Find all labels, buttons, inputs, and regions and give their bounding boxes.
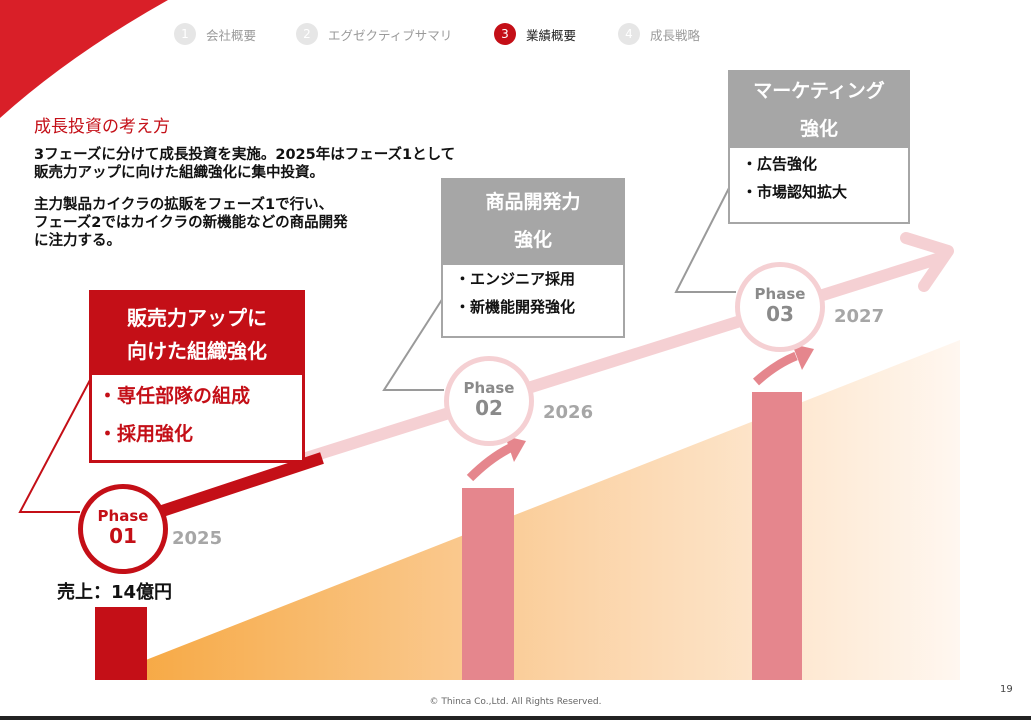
phase2-callout-header: 商品開発力 強化 bbox=[443, 180, 623, 265]
nav-step-label: 成長戦略 bbox=[650, 27, 701, 43]
phase1-circle-number: 01 bbox=[109, 524, 137, 548]
phase2-heading-line1: 商品開発力 bbox=[485, 191, 581, 213]
nav-step-2[interactable]: 2 エグゼクティブサマリ bbox=[296, 22, 452, 46]
summary-line-2: 販売力アップに向けた組織強化に集中投資。 bbox=[34, 165, 324, 181]
phase1-circle-label: Phase bbox=[97, 507, 149, 525]
phase1-item: ・専任部隊の組成 bbox=[98, 385, 251, 407]
phase1-heading-line2: 向けた組織強化 bbox=[127, 339, 267, 363]
phase3-callout-header: マーケティング 強化 bbox=[730, 72, 908, 148]
nav-step-label: 会社概要 bbox=[206, 27, 257, 43]
phase2-item: ・新機能開発強化 bbox=[455, 298, 576, 316]
bar-phase2 bbox=[462, 488, 514, 680]
summary-line-3: 主力製品カイクラの拡販をフェーズ1で行い、 bbox=[34, 197, 334, 213]
phase2-year: 2026 bbox=[543, 402, 594, 423]
page-number: 19 bbox=[1000, 684, 1013, 695]
phase3-item: ・広告強化 bbox=[742, 155, 818, 173]
bar-phase1 bbox=[95, 607, 147, 680]
nav-step-3[interactable]: 3 業績概要 bbox=[494, 22, 576, 46]
nav-step-number: 2 bbox=[296, 23, 318, 45]
summary-line-1: 3フェーズに分けて成長投資を実施。2025年はフェーズ1として bbox=[34, 147, 456, 163]
sales-label: 売上：14億円 bbox=[57, 582, 173, 603]
phase2-heading-line2: 強化 bbox=[513, 229, 552, 251]
nav-step-4[interactable]: 4 成長戦略 bbox=[618, 22, 700, 46]
phase3-heading-line1: マーケティング bbox=[753, 80, 885, 102]
corner-decoration bbox=[0, 0, 168, 118]
phase3-circle-number: 03 bbox=[766, 302, 794, 326]
phase1-year: 2025 bbox=[172, 528, 223, 549]
callout-line-phase2 bbox=[382, 297, 444, 391]
growth-wedge bbox=[95, 340, 960, 680]
growth-arrow-light bbox=[294, 252, 946, 466]
curved-arrow-phase2-head bbox=[505, 436, 526, 462]
phase2-circle-number: 02 bbox=[475, 396, 503, 420]
phase3-heading-line2: 強化 bbox=[799, 118, 838, 140]
phase1-callout-header: 販売力アップに 向けた組織強化 bbox=[92, 293, 302, 375]
phase2-item: ・エンジニア採用 bbox=[455, 270, 576, 288]
phase3-circle-label: Phase bbox=[754, 285, 806, 303]
phase2-callout: 商品開発力 強化 ・エンジニア採用 ・新機能開発強化 bbox=[441, 178, 625, 338]
bar-phase3 bbox=[752, 392, 802, 680]
curved-arrow-phase2 bbox=[466, 443, 513, 482]
phase3-circle: Phase 03 bbox=[735, 262, 825, 352]
bottom-line bbox=[0, 716, 1031, 720]
nav-step-label: 業績概要 bbox=[526, 27, 577, 43]
nav-step-number: 3 bbox=[494, 23, 516, 45]
summary-line-4: フェーズ2ではカイクラの新機能などの商品開発 bbox=[34, 215, 348, 231]
summary-line-5: に注力する。 bbox=[34, 233, 121, 249]
section-title: 成長投資の考え方 bbox=[34, 117, 170, 137]
phase2-circle-label: Phase bbox=[463, 379, 515, 397]
copyright: © Thinca Co.,Ltd. All Rights Reserved. bbox=[429, 697, 602, 707]
phase1-item: ・採用強化 bbox=[98, 423, 194, 445]
nav-step-number: 4 bbox=[618, 23, 640, 45]
phase3-item: ・市場認知拡大 bbox=[742, 183, 848, 201]
phase1-heading-line1: 販売力アップに bbox=[127, 306, 267, 330]
phase3-year: 2027 bbox=[834, 306, 885, 327]
nav-step-number: 1 bbox=[174, 23, 196, 45]
phase1-callout: 販売力アップに 向けた組織強化 ・専任部隊の組成 ・採用強化 bbox=[89, 290, 305, 463]
callout-line-phase1 bbox=[18, 379, 91, 513]
phase2-circle: Phase 02 bbox=[444, 356, 534, 446]
phase3-callout: マーケティング 強化 ・広告強化 ・市場認知拡大 bbox=[728, 70, 910, 224]
nav-step-label: エグゼクティブサマリ bbox=[328, 27, 453, 43]
callout-line-phase3 bbox=[674, 187, 736, 293]
growth-arrow-head bbox=[900, 232, 954, 292]
phase1-circle: Phase 01 bbox=[78, 484, 168, 574]
growth-arrow-dark bbox=[148, 452, 324, 521]
curved-arrow-phase3-head bbox=[792, 344, 814, 370]
curved-arrow-phase3 bbox=[752, 351, 798, 386]
nav-step-1[interactable]: 1 会社概要 bbox=[174, 22, 256, 46]
